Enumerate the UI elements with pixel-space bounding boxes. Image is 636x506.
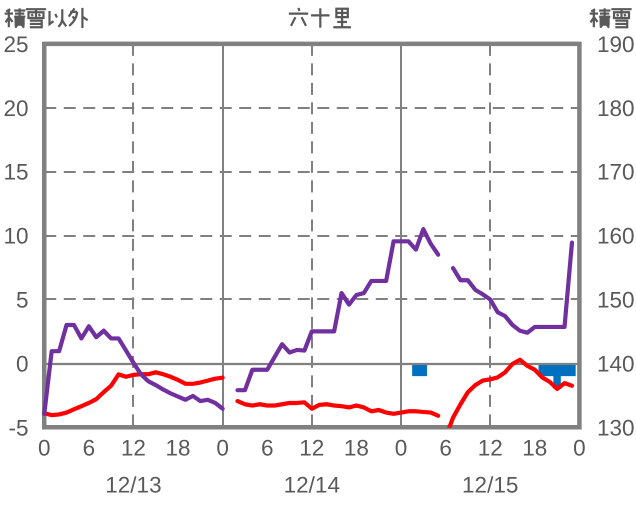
- svg-text:18: 18: [522, 436, 547, 461]
- svg-text:160: 160: [597, 224, 635, 249]
- svg-text:20: 20: [3, 96, 28, 121]
- svg-text:170: 170: [597, 160, 635, 185]
- svg-text:12: 12: [299, 436, 324, 461]
- svg-text:180: 180: [597, 96, 635, 121]
- svg-text:15: 15: [3, 160, 28, 185]
- svg-text:18: 18: [344, 436, 369, 461]
- svg-text:6: 6: [439, 436, 452, 461]
- svg-text:0: 0: [38, 436, 51, 461]
- svg-text:0: 0: [16, 351, 29, 376]
- svg-text:0: 0: [216, 436, 229, 461]
- svg-text:0: 0: [573, 436, 586, 461]
- svg-text:190: 190: [597, 32, 635, 57]
- svg-text:6: 6: [83, 436, 96, 461]
- svg-text:140: 140: [597, 351, 635, 376]
- svg-text:12: 12: [478, 436, 503, 461]
- svg-text:5: 5: [16, 287, 29, 312]
- svg-text:12/14: 12/14: [284, 472, 340, 497]
- svg-text:6: 6: [261, 436, 274, 461]
- svg-text:-5: -5: [8, 415, 28, 440]
- svg-text:12/15: 12/15: [462, 472, 518, 497]
- svg-text:25: 25: [3, 32, 28, 57]
- svg-text:0: 0: [395, 436, 408, 461]
- svg-text:150: 150: [597, 287, 635, 312]
- svg-text:130: 130: [597, 415, 635, 440]
- svg-text:12/13: 12/13: [105, 472, 161, 497]
- svg-text:10: 10: [3, 224, 28, 249]
- svg-text:18: 18: [166, 436, 191, 461]
- svg-text:12: 12: [121, 436, 146, 461]
